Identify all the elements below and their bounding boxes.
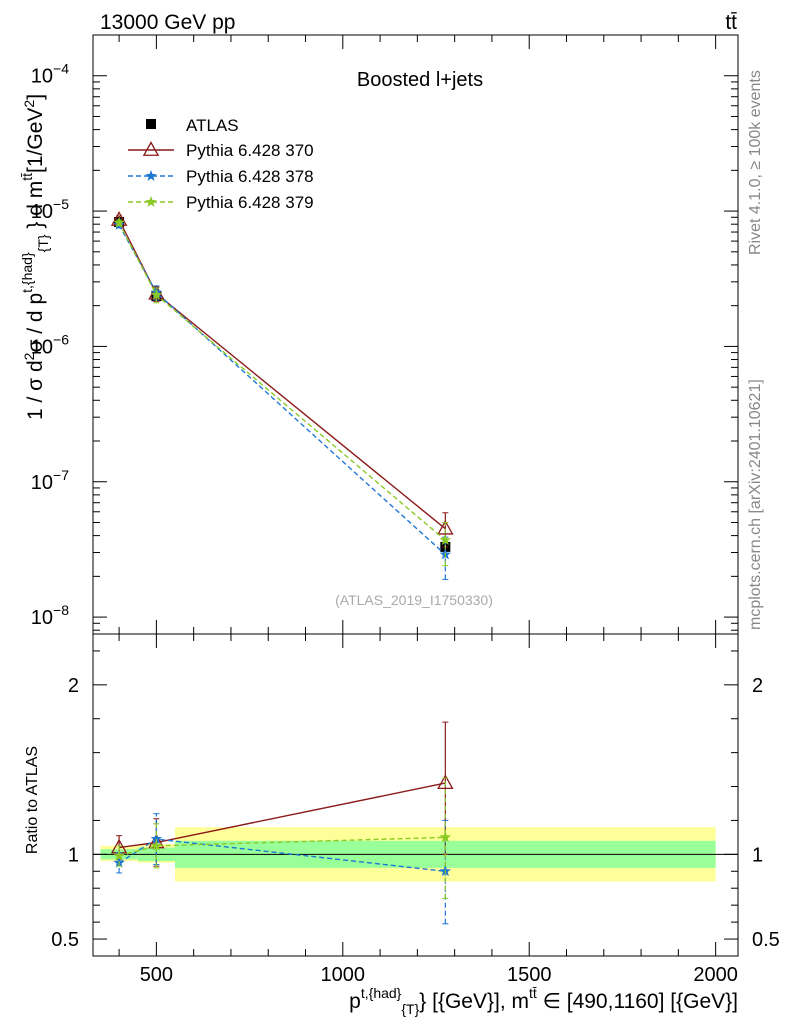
main-ytick-label: 10−7 [31, 467, 69, 494]
x-axis-label: pt,{had}{T}} [{GeV}], mtt̄ ∈ [490,1160] … [349, 985, 738, 1017]
legend-label: Pythia 6.428 378 [186, 167, 314, 186]
main-ytick-label: 10−6 [31, 331, 69, 358]
main-title: Boosted l+jets [357, 69, 483, 91]
main-ytick-label: 10−8 [31, 602, 69, 629]
ratio-series-marker [150, 839, 163, 851]
mcplots-label: mcplots.cern.ch [arXiv:2401.10621] [747, 379, 764, 630]
ratio-ytick-label-right: 0.5 [752, 929, 780, 951]
x-tick-label: 2000 [693, 964, 738, 986]
ratio-series-marker [439, 831, 451, 843]
main-ytick-label: 10−5 [31, 196, 69, 223]
legend-marker [142, 141, 160, 156]
main-series-line [118, 219, 446, 530]
ratio-ytick-label: 1 [68, 844, 79, 866]
legend-atlas-marker [146, 119, 156, 129]
legend-label-atlas: ATLAS [186, 116, 239, 135]
legend-marker [145, 196, 157, 207]
ratio-ytick-label-right: 1 [752, 844, 763, 866]
ratio-frame [92, 633, 739, 957]
ratio-ytick-label: 0.5 [51, 929, 79, 951]
main-series-marker [150, 289, 163, 300]
main-series-marker [437, 519, 454, 535]
main-panel: 10−4 10−5 10−6 10−7 10−8 [31, 34, 738, 634]
ratio-series-marker [437, 774, 454, 790]
legend-label: Pythia 6.428 379 [186, 193, 314, 212]
ratio-ytick-label: 2 [68, 675, 79, 697]
x-tick-label: 500 [140, 964, 173, 986]
ratio-ylabel: Ratio to ATLAS [24, 746, 41, 854]
rivet-label: Rivet 4.1.0, ≥ 100k events [747, 70, 764, 255]
main-series-line [118, 224, 446, 556]
x-tick-label: 1500 [507, 964, 552, 986]
ratio-series-line [118, 836, 446, 857]
main-series-marker [439, 534, 451, 545]
header-left: 13000 GeV pp [100, 11, 235, 34]
x-tick-label: 1000 [321, 964, 366, 986]
ratio-series-marker [113, 850, 125, 861]
main-ylabel: 1 / σ d2σ / d pt,{had}{T} } d mtt̄[1/GeV… [19, 94, 51, 420]
ratio-panel: 2 2 1 1 0.5 0.5 500 1000 1500 2000 [51, 634, 780, 986]
legend-label: Pythia 6.428 370 [186, 141, 314, 160]
watermark: (ATLAS_2019_I1750330) [335, 592, 493, 608]
header-right: tt̄ [725, 11, 737, 34]
ratio-ytick-label-right: 2 [752, 675, 763, 697]
main-series-line [118, 222, 446, 541]
main-series-marker [113, 216, 125, 228]
ratio-series-marker [150, 833, 163, 844]
legend: ATLAS Pythia 6.428 370 Pythia 6.428 378 Pyt… [128, 116, 314, 212]
legend-marker [145, 170, 157, 181]
main-ytick-label: 10−4 [31, 61, 69, 88]
